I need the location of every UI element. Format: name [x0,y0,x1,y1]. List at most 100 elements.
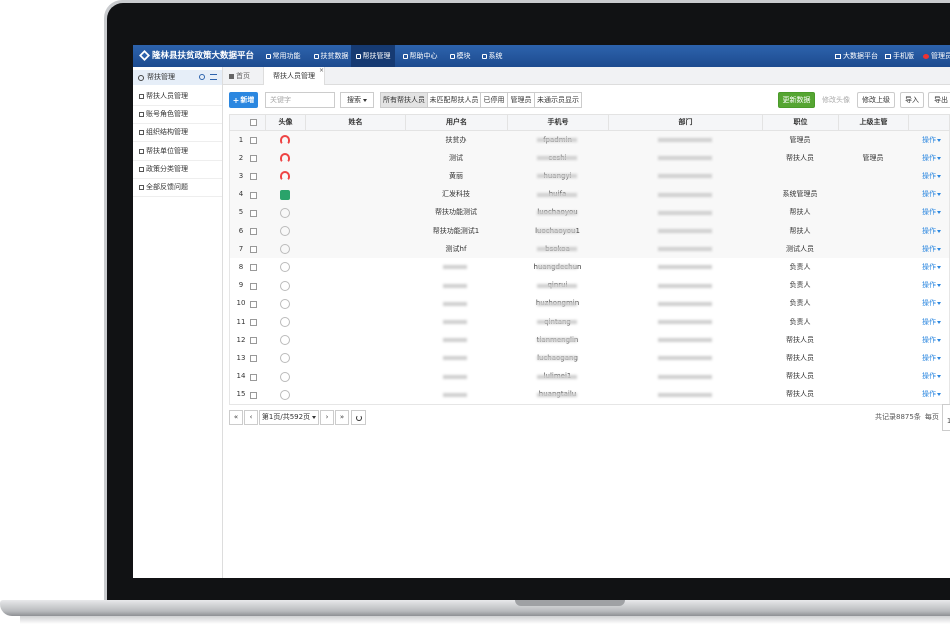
sidebar-item[interactable]: 组织结构管理 [133,124,222,143]
row-action[interactable]: 操作 [922,240,950,258]
row-checkbox[interactable] [250,337,257,345]
row-checkbox[interactable] [250,137,257,144]
logo-title: 隆林县扶贫政策大数据平台 [152,51,255,61]
item-label: 组织结构管理 [146,128,188,137]
row-checkbox[interactable] [250,355,257,363]
blurred-text [658,192,712,197]
tab[interactable]: 首页 [229,67,259,85]
row-checkbox[interactable] [250,373,257,381]
page-button[interactable]: › [320,410,334,425]
filter-button[interactable]: 未匹配帮扶人员 [427,92,481,108]
avatar [280,171,290,182]
row-action[interactable]: 操作 [922,131,950,149]
tab-close[interactable]: × [319,67,325,74]
search-input[interactable]: 关键字 [265,92,335,108]
row-action[interactable]: 操作 [922,222,950,240]
page-button[interactable]: » [335,410,349,425]
nav-item[interactable]: 扶贫数据 [311,45,351,67]
row-action[interactable]: 操作 [922,313,950,331]
row-action[interactable]: 操作 [922,204,950,222]
row-checkbox[interactable] [250,228,257,235]
item-label: 账号角色管理 [146,110,188,119]
filter-button[interactable]: 所有帮扶人员 [380,92,428,108]
row-number: 14 [236,372,246,381]
row-checkbox[interactable] [250,246,257,254]
blurred-text [658,301,712,306]
column-header: 上级主管 [838,114,908,131]
row-action[interactable]: 操作 [922,295,950,313]
row-number: 4 [238,190,244,199]
row-checkbox[interactable] [250,319,257,326]
sidebar-item[interactable]: 账号角色管理 [133,106,222,125]
action-button[interactable]: 导入 [900,92,924,108]
row-action[interactable]: 操作 [922,349,950,367]
row-checkbox[interactable] [250,191,257,199]
nav-item[interactable]: 帮助中心 [397,45,443,67]
row-number: 2 [238,153,244,162]
row-checkbox[interactable] [250,173,257,181]
filter-button[interactable]: 已停用 [480,92,508,108]
action-button[interactable]: 修改头像 [817,92,855,108]
row-checkbox[interactable] [250,209,257,217]
row-checkbox[interactable] [250,282,257,290]
nav-item[interactable]: 常用功能 [257,45,309,67]
row-action[interactable]: 操作 [922,186,950,204]
row-number: 6 [238,226,244,235]
column-header: 职位 [762,114,838,131]
search-icon[interactable] [199,74,205,80]
header-checkbox[interactable] [250,119,257,126]
row-action[interactable]: 操作 [922,277,950,295]
row-action[interactable]: 操作 [922,167,950,185]
cell-position: 帮扶人员 [786,353,814,362]
cell-position: 管理员 [789,135,811,144]
row-action[interactable]: 操作 [922,331,950,349]
row-checkbox[interactable] [250,155,257,163]
nav-icon [265,53,271,59]
tab-label: 帮扶人员管理 [273,71,315,80]
sidebar-item[interactable]: 帮扶单位管理 [133,143,222,161]
page-button[interactable]: ‹ [244,410,258,425]
sidebar: 帮扶管理 帮扶人员管理 账号角色管理 组织结构管理 帮扶单位管理 政策分类管理 全部反馈问… [133,67,223,578]
filter-button[interactable]: 管理员 [507,92,535,108]
row-checkbox[interactable] [250,264,257,272]
row-number: 3 [238,171,244,180]
screen: 隆林县扶贫政策大数据平台 帮扶管理 帮扶人员管理账号角色管理 组织结构管理帮扶单位… [133,45,950,578]
row-action[interactable]: 操作 [922,258,950,276]
row-action[interactable]: 操作 [922,368,950,386]
action-button[interactable]: 修改上级 [857,92,895,108]
blurred-text [658,374,712,379]
page-button[interactable]: « [229,410,243,425]
blurred-text [443,265,467,270]
nav-right-item[interactable]: 管理员 [923,45,950,67]
action-button[interactable]: 更新数据 [778,92,815,108]
row-number: 11 [236,317,246,326]
row-checkbox[interactable] [250,391,257,399]
nav-right-item[interactable]: 手机版 [885,45,935,67]
row-number: 9 [238,281,244,290]
refresh-button[interactable] [351,410,366,425]
per-page-select[interactable]: 15 [941,404,950,431]
sidebar-item[interactable]: 帮扶人员管理 [133,88,222,106]
blurred-text [658,265,712,270]
caret [937,338,941,342]
per-page: 15 [946,417,950,425]
cell-position: 帮扶人员 [786,153,814,162]
nav-item[interactable]: 帮扶管理 [351,45,395,67]
nav-right-item[interactable]: 大数据平台 [835,45,885,67]
sidebar-item[interactable]: 全部反馈问题 [133,179,222,197]
row-number: 1 [238,135,244,144]
action-label: 更新数据 [782,95,811,104]
nav-item[interactable]: 模块 [446,45,474,67]
action-button[interactable]: 导出 [928,92,950,108]
add-button[interactable]: + 新增 [229,92,258,108]
nav-item[interactable]: 系统 [477,45,507,67]
filter-button[interactable]: 未通示员显示 [534,92,582,108]
menu-icon[interactable] [210,74,217,80]
row-action[interactable]: 操作 [922,386,950,404]
page-button[interactable]: 第1页/共592页 [259,410,319,425]
sidebar-item[interactable]: 政策分类管理 [133,161,222,179]
tab-active[interactable]: 帮扶人员管理 [263,67,325,85]
search-dropdown[interactable]: 搜索 [340,92,374,108]
row-checkbox[interactable] [250,300,257,308]
row-action[interactable]: 操作 [922,149,950,167]
